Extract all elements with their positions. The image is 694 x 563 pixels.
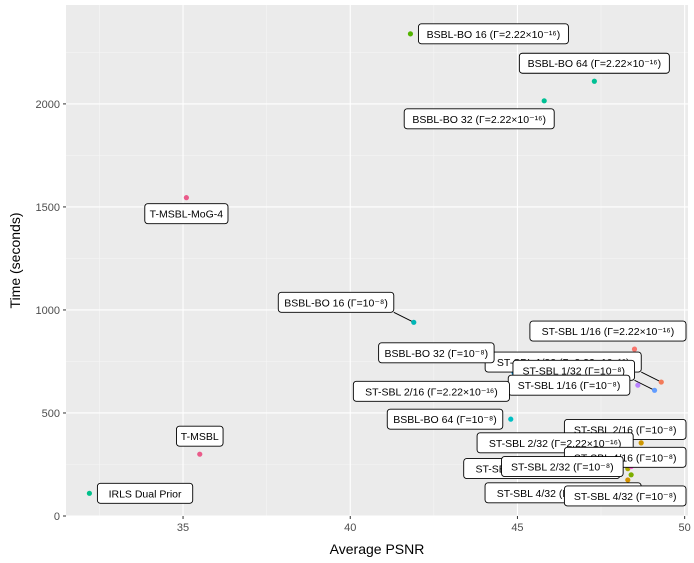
x-tick-label: 45 <box>511 522 523 534</box>
label-box <box>96 482 194 504</box>
x-tick-label: 35 <box>177 522 189 534</box>
point-label: ST-SBL 2/32 (Γ=10⁻⁸) <box>501 456 624 477</box>
data-point <box>541 98 547 104</box>
point-label: BSBL-BO 32 (Γ=2.22×10⁻¹⁶) <box>403 108 555 130</box>
label-text: IRLS Dual Prior <box>109 488 182 500</box>
label-box <box>403 108 555 130</box>
data-point <box>658 379 664 385</box>
data-point <box>508 416 514 422</box>
point-label: T-MSBL <box>176 425 224 447</box>
label-text: T-MSBL <box>181 431 219 443</box>
label-text: BSBL-BO 64 (Γ=2.22×10⁻¹⁶) <box>528 58 662 70</box>
label-box <box>352 380 510 402</box>
label-box <box>563 485 687 507</box>
label-text: ST-SBL 2/16 (Γ=2.22×10⁻¹⁶) <box>365 386 498 398</box>
data-point <box>638 440 644 446</box>
point-labels: BSBL-BO 16 (Γ=2.22×10⁻¹⁶) BSBL-BO 64 (Γ=2… <box>96 23 687 507</box>
label-box <box>501 456 624 477</box>
label-box <box>518 52 670 74</box>
label-box <box>417 23 569 45</box>
label-text: BSBL-BO 64 (Γ=10⁻⁸) <box>393 414 497 426</box>
x-tick-label: 50 <box>679 522 691 534</box>
leader-line <box>641 371 662 383</box>
axis-ticks <box>63 103 686 519</box>
x-tick-label: 40 <box>344 522 356 534</box>
y-axis-title: Time (seconds) <box>7 213 23 309</box>
label-box <box>386 408 504 430</box>
point-label: ST-SBL 4/32 (Γ=10⁻⁸) <box>563 485 687 507</box>
label-text: BSBL-BO 32 (Γ=2.22×10⁻¹⁶) <box>412 114 546 126</box>
data-point <box>628 472 634 478</box>
label-text: ST-SBL 1/16 (Γ=2.22×10⁻¹⁶) <box>542 326 675 338</box>
y-tick-label: 500 <box>42 408 60 420</box>
data-point <box>411 319 417 325</box>
point-label: ST-SBL 2/16 (Γ=2.22×10⁻¹⁶) <box>352 380 510 402</box>
point-label: BSBL-BO 64 (Γ=2.22×10⁻¹⁶) <box>518 52 670 74</box>
label-text: ST-SBL 1/16 (Γ=10⁻⁸) <box>518 380 621 392</box>
label-box <box>378 342 495 364</box>
point-label: BSBL-BO 32 (Γ=10⁻⁸) <box>378 342 495 364</box>
data-point <box>635 382 641 388</box>
label-box <box>529 320 687 342</box>
label-box <box>277 291 395 313</box>
data-point <box>183 195 189 201</box>
data-point <box>407 31 414 37</box>
point-label: IRLS Dual Prior <box>96 482 194 504</box>
label-text: BSBL-BO 16 (Γ=10⁻⁸) <box>284 297 388 309</box>
point-label: BSBL-BO 16 (Γ=2.22×10⁻¹⁶) <box>417 23 569 45</box>
data-point <box>651 387 658 393</box>
label-text: T-MSBL-MoG-4 <box>150 209 224 221</box>
label-box <box>144 203 229 225</box>
y-tick-label: 0 <box>54 511 60 523</box>
data-point <box>86 490 93 496</box>
label-text: BSBL-BO 32 (Γ=10⁻⁸) <box>385 348 489 360</box>
point-label: ST-SBL 1/16 (Γ=2.22×10⁻¹⁶) <box>529 320 687 342</box>
leader-line <box>634 379 655 391</box>
label-text: ST-SBL 1/32 (Γ=10⁻⁸) <box>522 365 625 377</box>
x-axis-title: Average PSNR <box>330 541 425 557</box>
data-point <box>625 477 631 483</box>
data-point <box>631 346 638 352</box>
y-tick-label: 2000 <box>36 99 60 111</box>
data-point <box>591 78 597 84</box>
label-text: ST-SBL 2/32 (Γ=10⁻⁸) <box>511 462 614 474</box>
label-text: ST-SBL 4/32 (Γ=10⁻⁸) <box>574 491 677 503</box>
y-tick-label: 1000 <box>36 305 60 317</box>
label-text: BSBL-BO 16 (Γ=2.22×10⁻¹⁶) <box>427 29 561 41</box>
point-label: BSBL-BO 16 (Γ=10⁻⁸) <box>277 291 395 313</box>
data-point <box>197 451 203 457</box>
label-box <box>176 425 224 447</box>
point-label: T-MSBL-MoG-4 <box>144 203 229 225</box>
point-label: BSBL-BO 64 (Γ=10⁻⁸) <box>386 408 504 430</box>
leader-line <box>393 311 414 323</box>
point-label: ST-SBL 1/16 (Γ=10⁻⁸) <box>507 374 631 396</box>
y-tick-label: 1500 <box>36 202 60 214</box>
